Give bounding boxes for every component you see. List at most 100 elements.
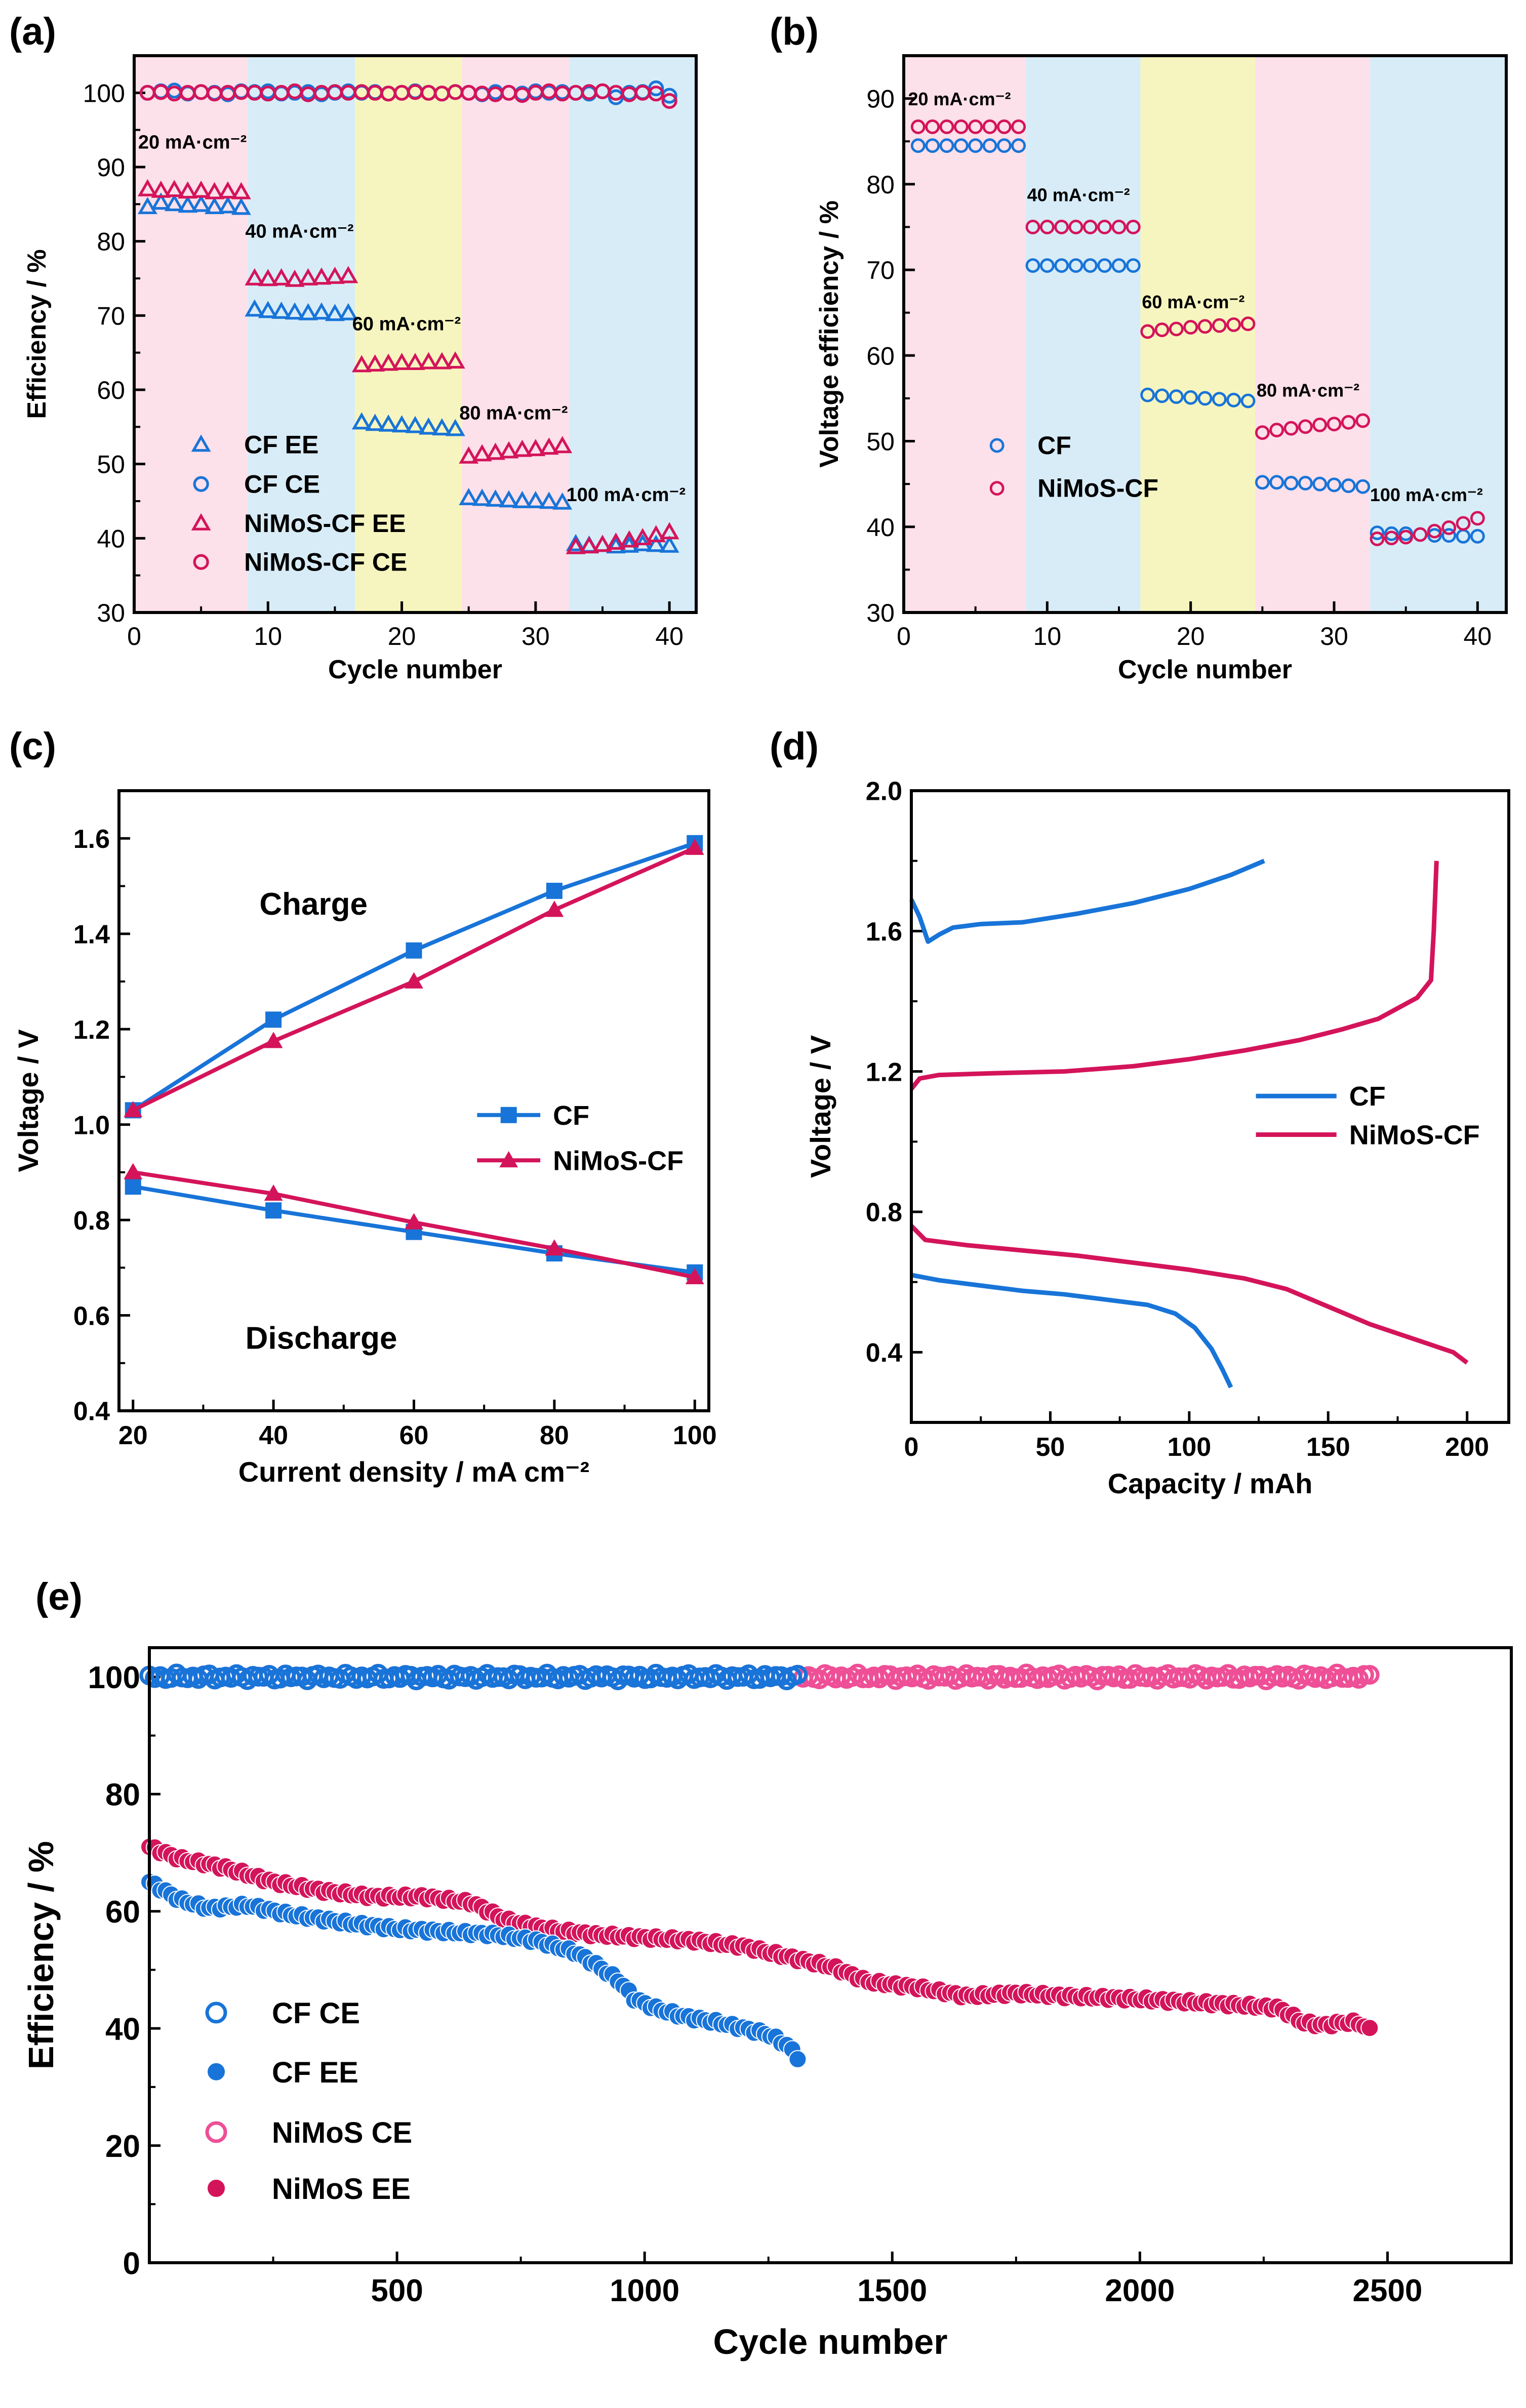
data-point	[566, 534, 586, 551]
data-point	[1140, 387, 1155, 402]
x-tick-label: 20	[388, 622, 416, 650]
legend-marker	[205, 2002, 227, 2024]
x-tick-label: 0	[897, 622, 911, 650]
data-point	[1341, 478, 1356, 493]
y-tick-label: 70	[97, 302, 125, 330]
data-point	[1441, 520, 1457, 535]
panel-d-legend: CF NiMoS-CF	[1256, 1081, 1480, 1150]
x-tick-label: 200	[1445, 1433, 1489, 1462]
legend-marker	[191, 513, 211, 530]
data-point	[1255, 475, 1270, 490]
data-point	[1097, 220, 1112, 234]
regime-band	[569, 56, 696, 613]
data-point	[1427, 523, 1442, 539]
panel-b-legend-label: CF	[1037, 431, 1071, 460]
data-point	[459, 446, 479, 464]
data-point	[124, 1163, 143, 1179]
data-point	[264, 1032, 283, 1048]
data-point	[231, 182, 251, 199]
data-point	[265, 1202, 282, 1219]
data-point	[378, 414, 398, 432]
data-point	[1169, 389, 1184, 404]
data-point	[968, 119, 983, 134]
data-point	[1427, 528, 1442, 543]
series-line	[909, 861, 1439, 1091]
y-tick-label: 60	[105, 1895, 140, 1930]
regime-band	[134, 56, 248, 613]
data-point	[445, 419, 465, 436]
data-point	[1154, 388, 1170, 403]
y-tick-label: 20	[105, 2129, 140, 2164]
annotation-label: 80 mA·cm⁻²	[459, 403, 568, 424]
x-tick-label: 40	[655, 622, 684, 650]
x-tick-label: 1000	[610, 2273, 679, 2308]
data-point	[659, 522, 679, 540]
regime-band	[1025, 56, 1141, 613]
panel-d-legend-label: NiMoS-CF	[1349, 1120, 1480, 1150]
data-point	[1360, 2019, 1379, 2037]
data-point	[1359, 1665, 1380, 1685]
panel-a-legend-label: NiMoS-CF CE	[244, 548, 407, 576]
data-point	[787, 1664, 808, 1685]
y-tick-label: 50	[97, 451, 125, 479]
data-point	[365, 354, 385, 372]
annotation-label: 40 mA·cm⁻²	[245, 221, 353, 242]
data-point	[325, 266, 345, 284]
data-point	[1111, 258, 1127, 273]
data-point	[939, 119, 954, 134]
data-point	[178, 181, 198, 199]
data-point	[1298, 476, 1313, 491]
data-point	[1226, 317, 1241, 332]
panel-c-ylabel: Voltage / V	[12, 1029, 44, 1172]
data-point	[910, 138, 926, 153]
x-tick-label: 100	[673, 1421, 717, 1450]
data-point	[164, 194, 184, 212]
panel-c-xlabel: Current density / mA cm⁻²	[238, 1456, 589, 1488]
panel-e-legend: CF CE CF EE NiMoS CE NiMoS EE	[205, 1997, 412, 2206]
data-point	[405, 353, 425, 371]
regime-band	[462, 56, 569, 613]
annotation-label: 40 mA·cm⁻²	[1027, 185, 1130, 206]
x-tick-label: 2000	[1105, 2273, 1175, 2308]
data-point	[1240, 316, 1256, 332]
legend-marker	[207, 2179, 226, 2198]
data-point	[661, 93, 677, 109]
y-tick-label: 30	[866, 599, 895, 627]
y-tick-label: 1.2	[866, 1057, 902, 1087]
y-tick-label: 60	[866, 342, 895, 370]
data-point	[191, 194, 211, 212]
data-point	[619, 535, 639, 553]
panel-a-label: (a)	[9, 10, 56, 53]
data-point	[545, 901, 564, 917]
data-point	[1255, 425, 1270, 440]
data-point	[539, 437, 559, 455]
annotation-label: 20 mA·cm⁻²	[138, 132, 247, 153]
data-point	[910, 119, 926, 134]
panel-a-legend-label: NiMoS-CF EE	[244, 509, 406, 538]
data-point	[1097, 258, 1112, 273]
data-point	[1283, 476, 1299, 491]
data-point	[1039, 220, 1055, 234]
data-point	[1140, 324, 1155, 339]
data-point	[499, 441, 519, 459]
data-point	[418, 352, 438, 370]
data-point	[486, 489, 506, 507]
data-point	[338, 266, 358, 283]
x-tick-label: 60	[399, 1421, 429, 1450]
data-point	[526, 491, 546, 508]
data-point	[552, 492, 573, 510]
data-point	[685, 838, 704, 855]
annotation-label: 60 mA·cm⁻²	[352, 314, 461, 335]
data-point	[606, 532, 626, 550]
data-point	[1154, 322, 1170, 337]
data-point	[552, 436, 573, 454]
data-point	[205, 197, 225, 215]
data-point	[378, 353, 398, 371]
y-tick-label: 90	[97, 153, 125, 182]
data-point	[592, 535, 613, 552]
data-point	[392, 353, 412, 371]
panel-a-legend-label: CF EE	[244, 431, 318, 459]
panel-e-legend-label: NiMoS EE	[272, 2173, 411, 2206]
data-point	[472, 488, 492, 506]
data-point	[646, 525, 666, 543]
